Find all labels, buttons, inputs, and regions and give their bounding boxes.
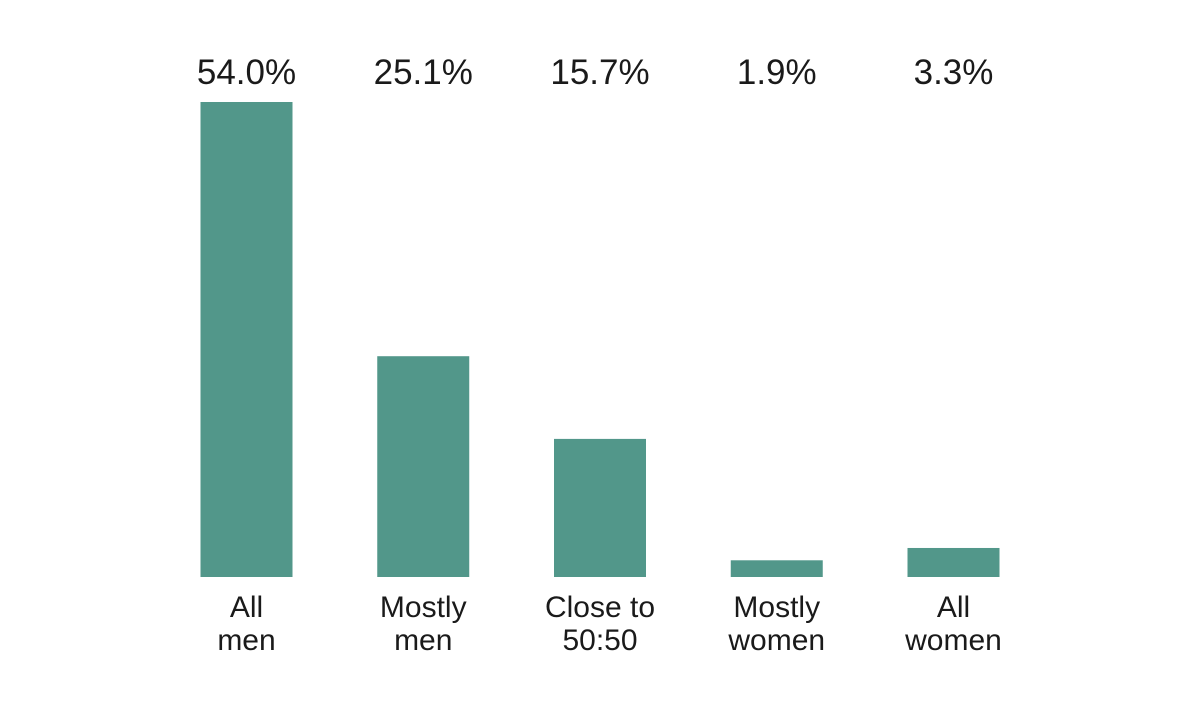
category-label-1-line-1: men — [394, 624, 452, 657]
bar-4 — [907, 547, 1000, 577]
category-label-0-line-1: men — [217, 624, 275, 657]
value-label-4: 3.3% — [914, 53, 994, 92]
category-label-4-line-1: women — [904, 624, 1002, 657]
category-label-1-line-0: Mostly — [380, 591, 467, 624]
category-label-2-line-1: 50:50 — [562, 624, 637, 657]
bar-2 — [554, 438, 646, 577]
category-label-4-line-0: All — [937, 591, 970, 624]
category-label-2-line-0: Close to — [545, 591, 655, 624]
bars-group — [200, 102, 1000, 577]
value-labels-group: 54.0% 25.1% 15.7% 1.9% 3.3% — [197, 53, 994, 92]
bar-3 — [730, 560, 823, 577]
category-label-3-line-0: Mostly — [733, 591, 820, 624]
bar-0 — [200, 102, 293, 577]
value-label-3: 1.9% — [737, 53, 817, 92]
category-label-3-line-1: women — [727, 624, 825, 657]
value-label-2: 15.7% — [550, 53, 649, 92]
value-label-0: 54.0% — [197, 53, 296, 92]
bar-1 — [377, 356, 470, 577]
category-label-0-line-0: All — [230, 591, 263, 624]
value-label-1: 25.1% — [374, 53, 473, 92]
